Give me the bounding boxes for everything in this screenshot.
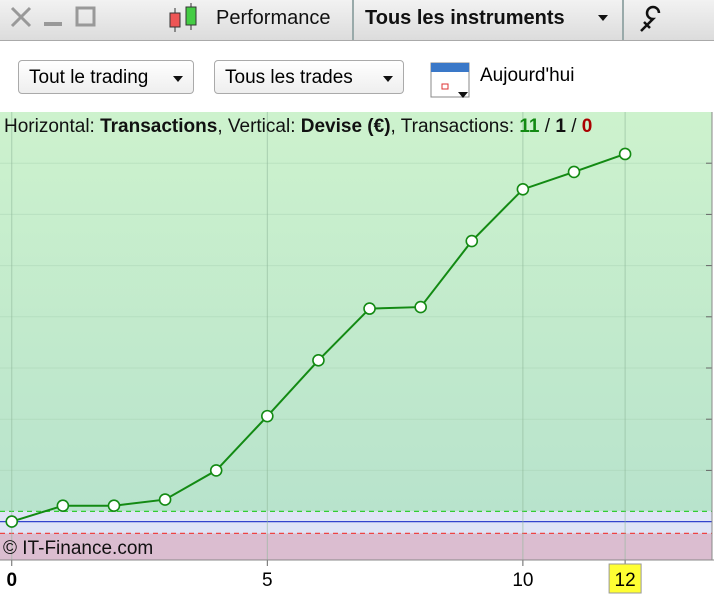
separator (622, 0, 624, 40)
chart-header: Horizontal: Transactions, Vertical: Devi… (4, 116, 592, 138)
separator: / (571, 116, 577, 137)
point (516, 183, 530, 196)
point (414, 300, 427, 314)
dropdown-arrow[interactable] (598, 15, 608, 21)
trading-select[interactable]: Tout le trading (18, 60, 194, 94)
x-tick-label: 0 (6, 570, 17, 591)
point (5, 515, 19, 528)
wins-count: 11 (519, 116, 540, 137)
close-icon[interactable] (10, 6, 32, 28)
losses-count: 0 (581, 116, 593, 137)
point (158, 493, 172, 506)
separator: / (544, 116, 551, 137)
watermark: © IT-Finance.com (3, 538, 153, 559)
x-tick-label: 5 (262, 570, 273, 591)
x-axis-title: Transactions (100, 116, 218, 137)
profit-zone (0, 112, 712, 512)
chart: 0 5 10 12© IT-Finance.com (0, 112, 714, 594)
point (618, 147, 632, 161)
x-prefix: Horizontal: (4, 116, 95, 137)
instrument-select[interactable]: Tous les instruments (365, 7, 565, 29)
trading-label: Tout le trading (29, 67, 149, 88)
neutral-count: 1 (555, 116, 566, 137)
neutral-zone (0, 511, 712, 534)
point (107, 499, 121, 513)
filter-bar: Tout le trading Tous les trades Aujourd'… (0, 41, 714, 112)
settings-icon[interactable] (640, 5, 661, 32)
y-prefix: , Vertical: (217, 116, 296, 137)
loss-zone (0, 533, 712, 560)
point (56, 499, 70, 513)
point (363, 302, 376, 315)
point (312, 354, 325, 367)
toolbar: Performance Tous les instruments (0, 0, 714, 41)
y-axis-title: Devise (€) (300, 116, 391, 137)
x-tick-label: 12 (615, 570, 636, 591)
trades-select[interactable]: Tous les trades (214, 60, 404, 94)
performance-tab[interactable]: Performance (216, 7, 331, 29)
candle-icon (169, 3, 197, 32)
maximize-icon[interactable] (75, 6, 96, 27)
x-tick-label: 10 (512, 570, 533, 591)
point (261, 409, 274, 423)
point (209, 464, 223, 477)
date-label[interactable]: Aujourd'hui (480, 65, 575, 86)
calendar-icon[interactable] (430, 58, 472, 100)
toolbar-icons (10, 3, 661, 32)
current-marker (608, 563, 642, 594)
point (567, 165, 581, 179)
count-prefix: , Transactions: (390, 116, 515, 137)
trades-label: Tous les trades (225, 67, 353, 88)
minimize-icon[interactable] (44, 22, 62, 26)
separator (352, 0, 354, 40)
point (465, 234, 479, 248)
